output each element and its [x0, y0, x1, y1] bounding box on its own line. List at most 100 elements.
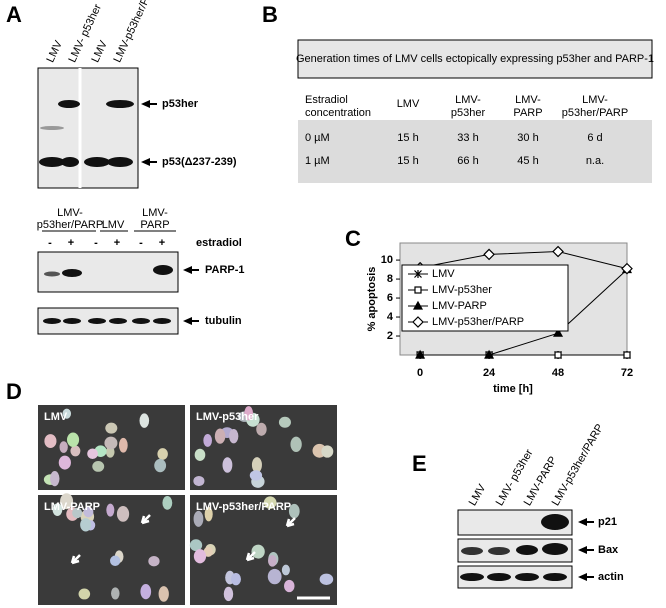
- arrow: [141, 158, 157, 166]
- table-title: Generation times of LMV cells ectopicall…: [296, 53, 654, 65]
- cell: [251, 457, 262, 473]
- band: [43, 318, 61, 324]
- lane-label: LMV: [44, 38, 65, 64]
- table-header: LMV-: [515, 94, 541, 106]
- image-label: LMV-p53her: [196, 411, 259, 423]
- band: [153, 265, 173, 275]
- cell: [80, 518, 92, 532]
- cell: [157, 448, 168, 460]
- cell: [118, 437, 128, 453]
- sign: -: [139, 237, 143, 249]
- marker: [414, 286, 422, 294]
- legend-box: [401, 264, 569, 332]
- table-cell: 1 µM: [305, 155, 330, 167]
- table-cell: n.a.: [586, 155, 604, 167]
- cell: [267, 568, 282, 585]
- y-tick-label: 4: [387, 311, 394, 323]
- table-cell: 15 h: [397, 132, 418, 144]
- cell: [50, 470, 60, 487]
- band: [106, 100, 134, 108]
- cell: [244, 406, 254, 421]
- cell: [111, 587, 120, 600]
- table-title-box: [297, 39, 653, 79]
- series-line: [420, 251, 628, 270]
- band: [39, 157, 65, 167]
- sign: -: [94, 237, 98, 249]
- band: [84, 157, 110, 167]
- x-tick-label: 72: [621, 367, 633, 379]
- cell: [193, 510, 204, 527]
- group-label: LMV: [102, 219, 125, 231]
- cell: [162, 496, 173, 510]
- table-body-bg: [298, 120, 652, 183]
- group-label: LMV-: [57, 207, 83, 219]
- band: [461, 547, 483, 555]
- table-header: p53her: [451, 107, 486, 119]
- cell: [52, 503, 63, 516]
- cell: [92, 460, 105, 472]
- band: [44, 271, 60, 277]
- blot: [457, 538, 573, 563]
- table-header: LMV-: [455, 94, 481, 106]
- band-label: p53(Δ237-239): [162, 156, 237, 168]
- table-header: LMV-: [582, 94, 608, 106]
- image-label: LMV: [44, 411, 68, 423]
- cell: [78, 588, 91, 600]
- y-tick-label: 2: [387, 330, 393, 342]
- band: [40, 126, 64, 130]
- table-cell: 66 h: [457, 155, 478, 167]
- band: [542, 543, 568, 555]
- band-label: actin: [598, 571, 624, 583]
- cell: [158, 586, 169, 602]
- panel-label: A: [6, 2, 22, 27]
- arrow: [141, 100, 157, 108]
- series-line: [420, 269, 628, 356]
- band-label: p53her: [162, 98, 199, 110]
- panel-label: E: [412, 451, 427, 476]
- cell: [62, 408, 72, 419]
- panel-label: B: [262, 2, 278, 27]
- cell: [83, 506, 94, 518]
- x-axis-label: time [h]: [493, 383, 533, 395]
- cell: [154, 458, 167, 473]
- x-tick-label: 24: [483, 367, 496, 379]
- cell: [194, 448, 206, 461]
- arrow: [183, 266, 199, 274]
- y-tick-label: 10: [381, 254, 393, 266]
- table-cell: 45 h: [517, 155, 538, 167]
- cell: [58, 455, 71, 470]
- cell: [321, 445, 334, 458]
- cell: [256, 422, 267, 436]
- cell: [105, 422, 118, 434]
- cell: [70, 445, 81, 457]
- x-tick-label: 0: [417, 367, 423, 379]
- micro-arrow: [70, 554, 81, 565]
- arrow: [578, 546, 594, 554]
- cell: [204, 506, 213, 522]
- group-label: PARP: [140, 219, 169, 231]
- table-cell: 33 h: [457, 132, 478, 144]
- marker: [553, 327, 564, 337]
- marker: [484, 349, 495, 359]
- lane-label: LMV-p53her/PARP: [550, 422, 606, 508]
- band: [107, 157, 133, 167]
- cell: [148, 556, 160, 567]
- treatment-label: estradiol: [196, 237, 242, 249]
- cell: [249, 470, 263, 481]
- image-label: LMV-p53her/PARP: [196, 501, 291, 513]
- band: [488, 547, 510, 555]
- band: [62, 269, 82, 277]
- cell: [106, 503, 115, 517]
- band: [487, 573, 511, 581]
- table-cell: 0 µM: [305, 132, 330, 144]
- marker: [621, 262, 633, 275]
- cell: [284, 579, 295, 593]
- cell: [139, 413, 150, 428]
- cell: [66, 432, 80, 447]
- micrograph: [190, 405, 337, 490]
- band: [109, 318, 127, 324]
- cell: [267, 555, 277, 567]
- cell: [288, 503, 300, 519]
- marker: [554, 351, 562, 359]
